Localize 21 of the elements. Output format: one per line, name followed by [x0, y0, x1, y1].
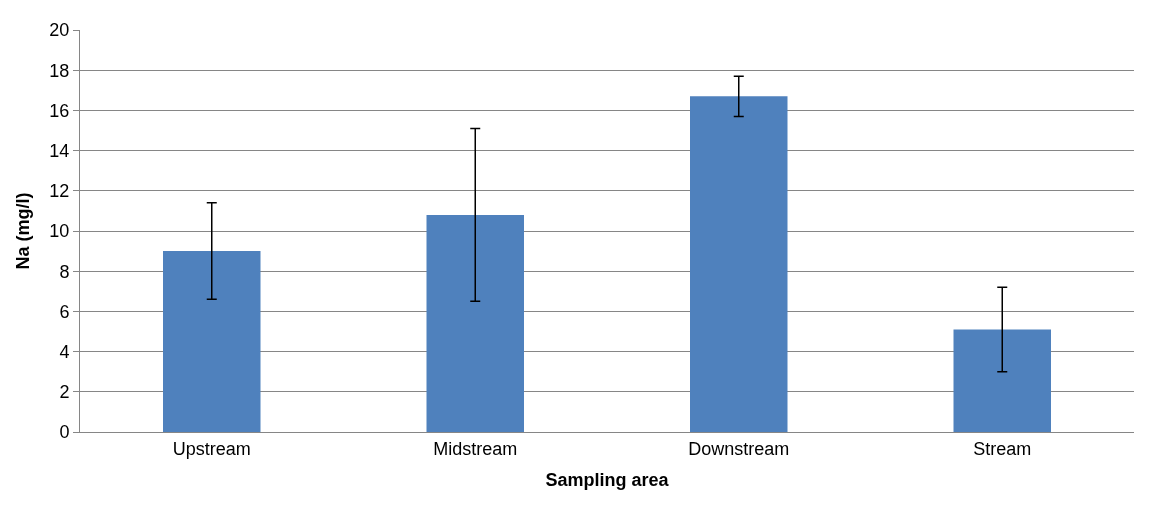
y-tick-label: 12 — [49, 181, 70, 202]
y-tick-label: 8 — [59, 261, 70, 282]
x-tick-label: Upstream — [172, 438, 251, 459]
y-axis-title: Na (mg/l) — [12, 192, 33, 270]
y-tick-label: 20 — [49, 20, 70, 41]
x-tick-label: Downstream — [688, 438, 790, 459]
y-tick-label: 6 — [59, 301, 70, 322]
y-tick-label: 2 — [59, 382, 70, 403]
y-tick-label: 4 — [59, 341, 70, 362]
bar — [953, 329, 1051, 432]
y-tick-label: 0 — [59, 422, 70, 443]
x-tick-label: Stream — [973, 438, 1032, 459]
bar — [163, 251, 261, 432]
x-axis-title: Sampling area — [545, 469, 670, 490]
bar — [426, 214, 524, 432]
y-tick-label: 14 — [49, 140, 70, 161]
bar — [690, 96, 788, 432]
y-tick-label: 10 — [49, 221, 70, 242]
x-tick-label: Midstream — [433, 438, 518, 459]
y-tick-label: 18 — [49, 60, 70, 81]
y-tick-label: 16 — [49, 100, 70, 121]
